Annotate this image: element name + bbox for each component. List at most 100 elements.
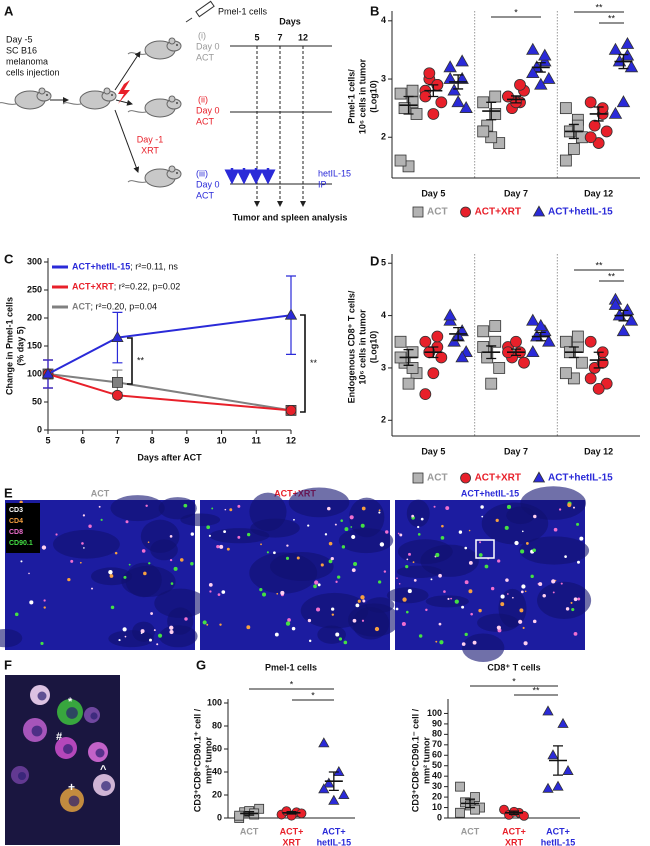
cell-dot [542,594,546,598]
data-point [451,95,465,108]
cell-dot [280,590,285,596]
significance-label: ** [532,685,540,695]
cell-dot [229,508,233,512]
y-tick-label: 60 [212,743,222,753]
y-axis-label: Endogenous CD8⁺ T cells/ [346,290,356,403]
cell-dot [406,558,409,561]
cell-dot [405,565,409,569]
y-tick-label: 100 [427,708,442,718]
data-point [443,71,457,84]
cell-dot [447,597,450,601]
day-label: 7 [277,32,282,42]
data-point [584,96,597,109]
error-bar [511,95,521,104]
significance-bracket [127,337,133,385]
cell-dot [520,549,525,554]
cell-dot [361,619,365,622]
tissue-patch [288,487,350,518]
data-point [559,102,572,115]
cell-dot [558,508,562,511]
data-point [443,60,457,73]
cell-dot [551,579,556,584]
data-point [519,811,529,821]
cell-dot [173,566,178,571]
data-point [624,60,639,73]
tissue-patch [158,497,197,520]
y-axis-label: 10⁶ cells in tumor [357,309,367,385]
cell-dot [338,637,343,641]
cell-dot [224,508,227,511]
error-bar [465,798,475,809]
cell-dot [351,534,356,540]
cell-dot [337,575,341,579]
cell-dot [553,527,558,532]
cell-dot [418,634,423,638]
data-point [592,382,605,395]
cell-dot [169,625,174,630]
x-tick-label: 11 [252,435,262,445]
data-point [406,84,419,97]
x-axis-label: Days after ACT [137,452,202,462]
data-point [538,48,552,61]
cell-dot [328,541,333,546]
cell-dot [565,607,570,611]
y-tick-label: 20 [212,789,222,799]
y-tick-label: 0 [437,812,442,822]
cell-dot [454,599,459,604]
data-point [470,804,480,815]
data-point [584,372,597,385]
cell-dot [114,551,118,555]
cell-dot [532,619,537,624]
cell-dot [408,552,411,556]
data-point [616,324,631,337]
data-point [608,297,623,310]
cell-dot [149,638,152,642]
tissue-patch [317,625,346,644]
cell-dot [523,641,528,646]
diagram-text: Day -1 [137,134,164,144]
y-tick-label: 30 [432,781,442,791]
data-point [338,789,350,799]
cell-dot [520,590,524,594]
y-tick-label: 2 [381,132,386,142]
data-point [557,717,569,728]
cell-dot [190,532,194,536]
cell-dot [331,613,335,616]
tissue-patch [397,539,453,564]
cell-dot [468,529,471,532]
y-tick-label: 80 [212,720,222,730]
cell-dot [458,530,463,534]
cell-dot [406,610,409,614]
cell-dot [417,533,421,536]
significance-label: ** [608,271,616,281]
error-bar [593,106,604,122]
significance-label: ** [595,260,603,270]
legend-marker [532,205,546,217]
cell-dot [478,608,482,613]
cell-dot [571,607,575,612]
diagram-text: melanoma [6,56,48,66]
diagram-text: Days [279,16,301,26]
error-bar [553,745,563,776]
y-tick-label: 40 [432,771,442,781]
y-tick-label: 3 [381,73,386,83]
data-point [443,308,457,321]
cell-dot [110,605,115,610]
cell-dot [43,599,46,602]
error-bar [403,348,414,366]
cell-dot [128,563,131,566]
error-bar [568,123,579,140]
cell-dot [433,505,436,508]
cell-dot [567,502,572,508]
panel-label: F [4,657,12,672]
data-point [394,87,407,100]
cell-dot [378,580,382,584]
cell-dot [296,556,300,560]
x-tick-label: XRT [505,837,524,846]
cell-dot [247,532,251,537]
cell-dot [70,559,74,563]
cell-dot [519,608,524,613]
cell-dot [450,597,453,600]
cell-dot [98,505,101,508]
